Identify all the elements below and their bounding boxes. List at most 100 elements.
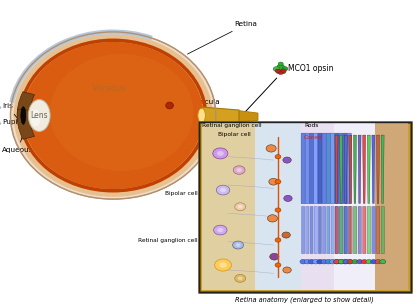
- FancyBboxPatch shape: [348, 206, 351, 254]
- Circle shape: [277, 64, 285, 70]
- FancyBboxPatch shape: [331, 206, 334, 254]
- FancyBboxPatch shape: [381, 206, 385, 254]
- Circle shape: [278, 70, 284, 74]
- Circle shape: [269, 178, 278, 185]
- Circle shape: [275, 263, 281, 267]
- FancyBboxPatch shape: [335, 206, 339, 254]
- Text: MCO1 opsin: MCO1 opsin: [288, 64, 334, 73]
- FancyBboxPatch shape: [344, 206, 347, 254]
- FancyBboxPatch shape: [301, 123, 334, 290]
- FancyBboxPatch shape: [327, 206, 330, 254]
- Circle shape: [266, 145, 276, 152]
- Polygon shape: [0, 100, 1, 131]
- Ellipse shape: [166, 102, 173, 109]
- FancyBboxPatch shape: [334, 123, 375, 290]
- Circle shape: [347, 260, 354, 264]
- Polygon shape: [335, 135, 338, 203]
- Circle shape: [357, 260, 363, 264]
- FancyBboxPatch shape: [358, 206, 362, 254]
- Ellipse shape: [21, 107, 26, 124]
- Circle shape: [217, 151, 224, 156]
- FancyBboxPatch shape: [306, 206, 309, 254]
- FancyBboxPatch shape: [314, 206, 317, 254]
- Circle shape: [220, 188, 226, 192]
- Polygon shape: [239, 111, 258, 122]
- Polygon shape: [349, 135, 352, 203]
- Polygon shape: [354, 135, 357, 203]
- Polygon shape: [372, 135, 375, 203]
- Circle shape: [275, 238, 281, 242]
- Circle shape: [329, 259, 336, 264]
- Polygon shape: [363, 135, 366, 203]
- FancyBboxPatch shape: [340, 206, 343, 254]
- Text: Optic nerve head
(optic disc): Optic nerve head (optic disc): [166, 116, 224, 134]
- Circle shape: [275, 69, 280, 73]
- Circle shape: [233, 241, 243, 249]
- Circle shape: [304, 259, 310, 264]
- Polygon shape: [367, 135, 370, 203]
- FancyBboxPatch shape: [343, 133, 347, 204]
- FancyBboxPatch shape: [331, 133, 334, 204]
- Circle shape: [334, 259, 340, 264]
- Circle shape: [313, 259, 319, 264]
- Circle shape: [282, 232, 290, 238]
- FancyBboxPatch shape: [301, 133, 305, 204]
- Circle shape: [267, 215, 277, 222]
- Polygon shape: [381, 135, 384, 203]
- FancyBboxPatch shape: [326, 133, 330, 204]
- Circle shape: [216, 185, 230, 195]
- FancyBboxPatch shape: [335, 133, 339, 204]
- Polygon shape: [377, 135, 380, 203]
- FancyBboxPatch shape: [349, 206, 352, 254]
- Circle shape: [275, 208, 281, 212]
- Ellipse shape: [50, 54, 194, 171]
- Polygon shape: [340, 135, 343, 203]
- Circle shape: [300, 259, 306, 264]
- Text: Cornea: Cornea: [0, 303, 1, 304]
- FancyBboxPatch shape: [199, 122, 411, 292]
- Polygon shape: [202, 107, 239, 124]
- Text: Rods: Rods: [304, 123, 318, 128]
- Text: Retinal ganglion cell: Retinal ganglion cell: [138, 237, 198, 243]
- FancyBboxPatch shape: [322, 133, 326, 204]
- Circle shape: [361, 260, 367, 264]
- Circle shape: [238, 277, 243, 280]
- Polygon shape: [358, 135, 361, 203]
- FancyBboxPatch shape: [344, 206, 348, 254]
- Circle shape: [270, 253, 279, 260]
- Circle shape: [342, 259, 348, 264]
- Text: Bipolar cell: Bipolar cell: [217, 132, 251, 137]
- Text: Iris: Iris: [2, 103, 23, 126]
- Circle shape: [370, 260, 377, 264]
- Polygon shape: [344, 135, 347, 203]
- Circle shape: [233, 166, 245, 174]
- Circle shape: [219, 262, 227, 268]
- Circle shape: [352, 260, 358, 264]
- Circle shape: [278, 62, 283, 66]
- Text: Retina: Retina: [187, 21, 258, 54]
- Circle shape: [238, 205, 243, 209]
- Circle shape: [213, 148, 228, 159]
- Circle shape: [214, 225, 227, 235]
- FancyBboxPatch shape: [339, 206, 343, 254]
- Wedge shape: [17, 109, 34, 139]
- Text: Retinal ganglion cell: Retinal ganglion cell: [202, 123, 262, 128]
- FancyBboxPatch shape: [318, 133, 322, 204]
- Ellipse shape: [28, 100, 50, 132]
- Text: Bipolar cell: Bipolar cell: [165, 191, 198, 196]
- FancyBboxPatch shape: [314, 133, 318, 204]
- FancyBboxPatch shape: [339, 133, 343, 204]
- FancyBboxPatch shape: [302, 206, 305, 254]
- Ellipse shape: [198, 108, 205, 123]
- Circle shape: [308, 259, 315, 264]
- Circle shape: [346, 259, 352, 264]
- Ellipse shape: [23, 42, 204, 189]
- Text: Aqueous: Aqueous: [2, 106, 34, 154]
- Circle shape: [235, 243, 241, 247]
- Text: Macula: Macula: [178, 99, 220, 105]
- FancyBboxPatch shape: [318, 206, 321, 254]
- Circle shape: [325, 259, 331, 264]
- Circle shape: [236, 168, 242, 172]
- FancyBboxPatch shape: [354, 206, 357, 254]
- Ellipse shape: [10, 32, 216, 199]
